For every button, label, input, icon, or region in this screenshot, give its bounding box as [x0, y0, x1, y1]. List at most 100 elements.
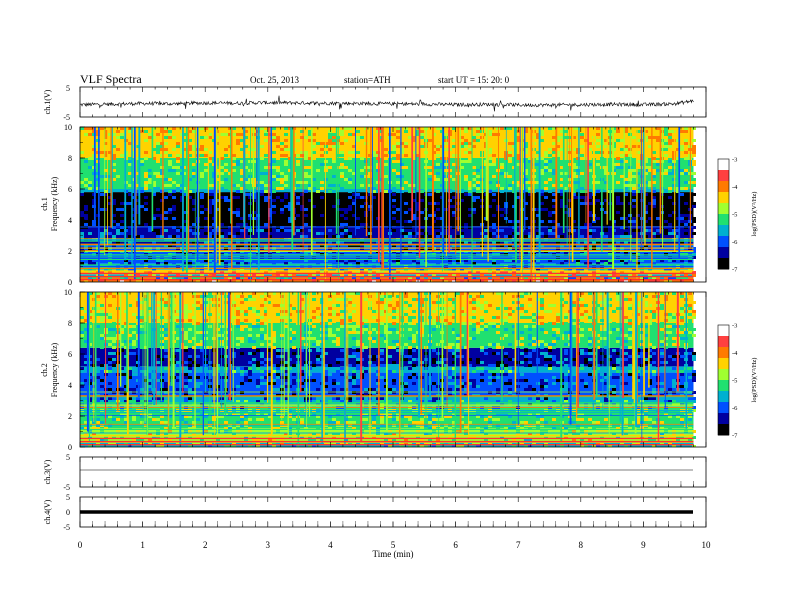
spec2-cell — [220, 349, 224, 352]
spec1-cell — [108, 232, 112, 235]
spec1-cell — [240, 172, 244, 175]
spec1-cell — [416, 184, 420, 187]
spec2-cell — [268, 442, 272, 445]
spec1-cell — [500, 277, 504, 280]
spec1-cell — [668, 130, 672, 133]
spec1-cell — [116, 175, 120, 178]
spec1-cell — [652, 217, 656, 220]
spec1-cell — [300, 196, 304, 199]
spec2-cell — [180, 328, 184, 331]
spec1-cell — [216, 277, 220, 280]
spec2-cell — [244, 304, 248, 307]
spec1-cell — [268, 214, 272, 217]
spec1-cell — [516, 187, 520, 190]
spec2-cell — [272, 379, 276, 382]
spec1-cell — [604, 223, 608, 226]
spec1-cell — [120, 277, 124, 280]
spec1-cell — [692, 217, 696, 220]
spec1-cell — [464, 226, 468, 229]
spec1-cell — [656, 139, 660, 142]
spec1-cell — [436, 259, 440, 262]
spec1-cell — [260, 214, 264, 217]
spec2-cell — [240, 352, 244, 355]
spec1-cell — [512, 208, 516, 211]
spec1-cell — [244, 226, 248, 229]
spec1-cell — [160, 199, 164, 202]
spec1-cell — [168, 280, 172, 282]
spec1-cell — [152, 214, 156, 217]
spec1-cell — [340, 208, 344, 211]
spec2-cell — [188, 388, 192, 391]
spec1-cell — [400, 160, 404, 163]
spec2-cell — [268, 415, 272, 418]
spec1-cell — [420, 262, 424, 265]
spec1-cell — [668, 133, 672, 136]
spec1-cell — [660, 214, 664, 217]
spec2-cell — [192, 328, 196, 331]
spec2-cell — [236, 322, 240, 325]
spec2-cell — [100, 334, 104, 337]
spec1-cell — [636, 214, 640, 217]
spec1-cell — [568, 142, 572, 145]
spec1-cell — [304, 232, 308, 235]
spec2-cell — [260, 349, 264, 352]
spec2-cell — [268, 337, 272, 340]
spec1-cell — [104, 151, 108, 154]
spec1-cell — [152, 211, 156, 214]
ch1-spectrogram-image — [80, 127, 706, 282]
spec2-cell — [268, 382, 272, 385]
spec1-cell — [588, 196, 592, 199]
spec1-cell — [604, 226, 608, 229]
spec1-cell — [244, 136, 248, 139]
spec1-cell — [96, 133, 100, 136]
spec1-cell — [232, 220, 236, 223]
spec1-cell — [340, 142, 344, 145]
spec1-cell — [84, 241, 88, 244]
spec1-cell — [556, 196, 560, 199]
spec1-cell — [216, 220, 220, 223]
spec1-cell — [468, 151, 472, 154]
spec1-cell — [324, 235, 328, 238]
spec2-cell — [132, 331, 136, 334]
spec1-cell — [372, 202, 376, 205]
spec1-cell — [680, 187, 684, 190]
spec1-cell — [548, 211, 552, 214]
spec1-cell — [168, 154, 172, 157]
spec1-cell — [492, 274, 496, 277]
spec1-cell — [324, 145, 328, 148]
spec1-cell — [452, 139, 456, 142]
spec1-cell — [272, 211, 276, 214]
spec1-cell — [392, 199, 396, 202]
spec1-cell — [188, 178, 192, 181]
spec1-cell — [372, 187, 376, 190]
spec1-cell — [408, 190, 412, 193]
spec1-cell — [412, 181, 416, 184]
spec1-cell — [144, 193, 148, 196]
spec1-cell — [224, 178, 228, 181]
spec1-cell — [340, 175, 344, 178]
spec1-cell — [692, 220, 696, 223]
spec2-cell — [88, 316, 92, 319]
spec1-cell — [212, 277, 216, 280]
spec1-cell — [312, 205, 316, 208]
spec1-cell — [220, 214, 224, 217]
spec1-cell — [284, 274, 288, 277]
spec1-cell — [116, 193, 120, 196]
spec2-cell — [268, 319, 272, 322]
spec1-cell — [656, 280, 660, 282]
spec1-cell — [548, 190, 552, 193]
spec1-cell — [224, 268, 228, 271]
spec1-cell — [244, 241, 248, 244]
spec1-cell — [528, 235, 532, 238]
spec1-cell — [392, 187, 396, 190]
spec1-cell — [136, 202, 140, 205]
spec2-cell — [88, 427, 92, 430]
spec1-cell — [204, 160, 208, 163]
spec1-cell — [264, 172, 268, 175]
spec2-cell — [172, 445, 176, 447]
spec1-cell — [464, 205, 468, 208]
spec1-cell — [428, 151, 432, 154]
spec1-cell — [276, 199, 280, 202]
spec1-cell — [652, 169, 656, 172]
spec1-cell — [232, 127, 236, 130]
